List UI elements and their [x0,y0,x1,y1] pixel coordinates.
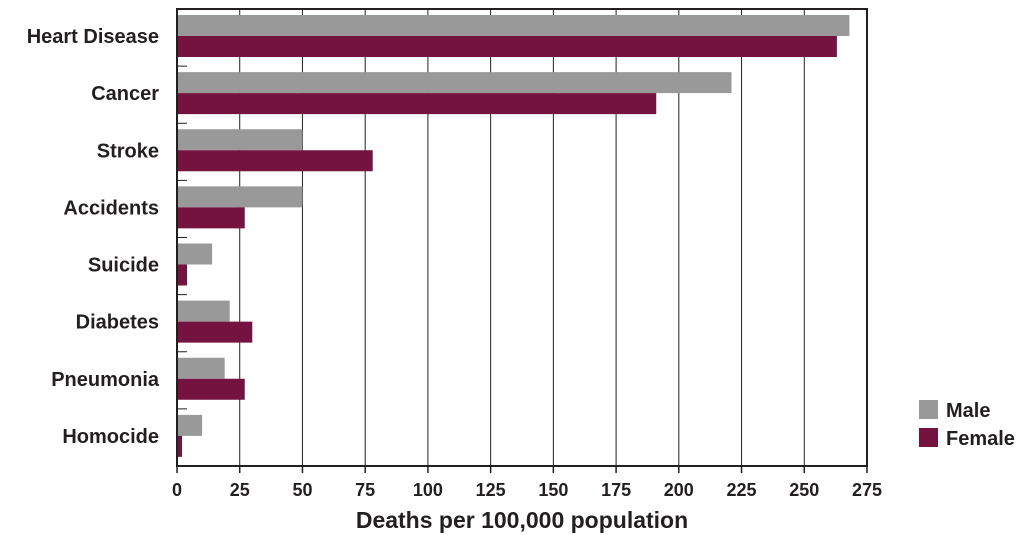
category-label: Heart Disease [27,26,159,48]
bar-male-homocide [177,414,203,436]
category-label: Pneumonia [51,369,160,391]
x-tick-label: 225 [727,480,757,500]
x-axis-ticks: 0 25 50 75 100 125 150 175 200 225 250 275 [172,466,882,500]
bar-male-diabetes [177,300,230,322]
category-label: Cancer [91,83,159,105]
legend-label-female: Female [946,428,1015,450]
bar-female-pneumonia [177,378,245,400]
bars [177,15,850,457]
x-tick-label: 125 [476,480,506,500]
x-tick-label: 250 [789,480,819,500]
bar-male-heart-disease [177,15,850,36]
x-tick-label: 150 [538,480,568,500]
x-tick-label: 75 [355,480,375,500]
bar-male-pneumonia [177,357,225,379]
legend-swatch-female [919,428,938,447]
x-tick-label: 50 [292,480,312,500]
category-labels: Heart Disease Cancer Stroke Accidents Suicid… [27,26,160,448]
x-tick-label: 175 [601,480,631,500]
bar-male-accidents [177,186,303,208]
legend-swatch-male [919,400,938,419]
bar-female-cancer [177,93,657,115]
bar-female-heart-disease [177,36,837,57]
legend: Male Female [919,400,1015,450]
category-label: Diabetes [76,312,159,334]
x-tick-label: 25 [230,480,250,500]
legend-label-male: Male [946,400,990,422]
bar-male-suicide [177,243,213,265]
bar-male-stroke [177,129,303,151]
x-tick-label: 0 [172,480,182,500]
bar-female-accidents [177,207,245,229]
bar-female-suicide [177,264,188,286]
bar-female-homocide [177,435,183,457]
x-tick-label: 100 [413,480,443,500]
x-tick-label: 200 [664,480,694,500]
x-axis-title: Deaths per 100,000 population [356,507,688,533]
category-label: Homocide [62,426,159,448]
category-label: Suicide [88,255,159,277]
bar-male-cancer [177,72,732,94]
x-tick-label: 275 [852,480,882,500]
category-label: Stroke [97,140,159,162]
bar-female-stroke [177,150,373,172]
category-label: Accidents [63,197,159,219]
y-axis-ticks [177,65,187,410]
bar-female-diabetes [177,321,253,343]
